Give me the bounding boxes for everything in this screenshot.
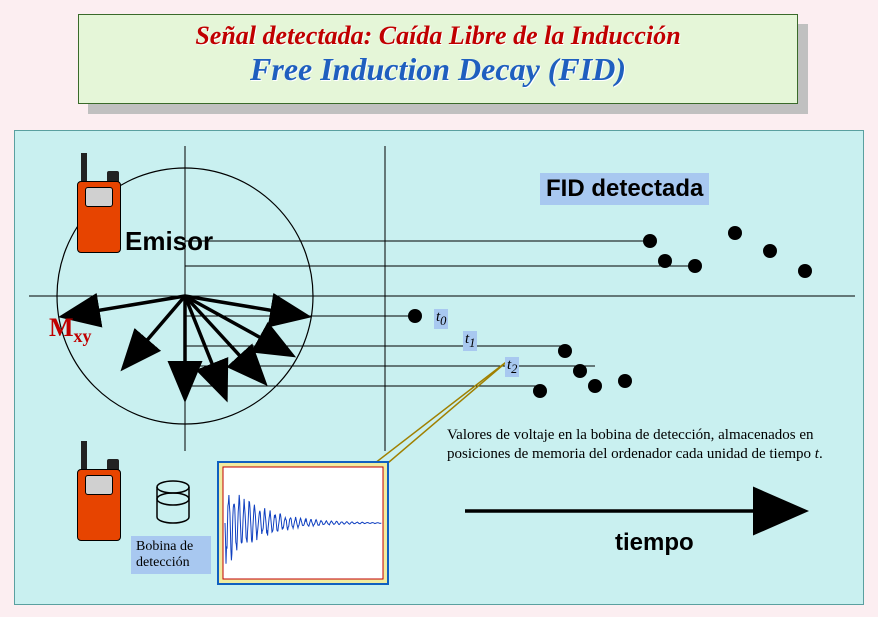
t1-label: t1 xyxy=(463,331,477,351)
bobina-label: Bobina de detección xyxy=(131,536,211,574)
mxy-label: Mxy xyxy=(49,313,92,347)
radio-emisor xyxy=(69,153,129,258)
description-text: Valores de voltaje en la bobina de detec… xyxy=(447,426,827,464)
t2-label: t2 xyxy=(505,357,519,377)
fid-waveform-chart xyxy=(217,461,389,585)
main-panel: FID detectada Emisor Mxy Bobina de detec… xyxy=(14,130,864,605)
tiempo-label: tiempo xyxy=(615,529,694,557)
title-line2: Free Induction Decay (FID) xyxy=(79,51,797,88)
diagram-svg xyxy=(15,131,865,606)
title-box: Señal detectada: Caída Libre de la Induc… xyxy=(78,14,798,104)
fid-detected-label: FID detectada xyxy=(540,173,709,205)
radio-detector xyxy=(69,441,129,546)
title-line1: Señal detectada: Caída Libre de la Induc… xyxy=(79,21,797,51)
coil-icon xyxy=(155,479,191,527)
emisor-label: Emisor xyxy=(125,226,213,257)
t0-label: t0 xyxy=(434,309,448,329)
